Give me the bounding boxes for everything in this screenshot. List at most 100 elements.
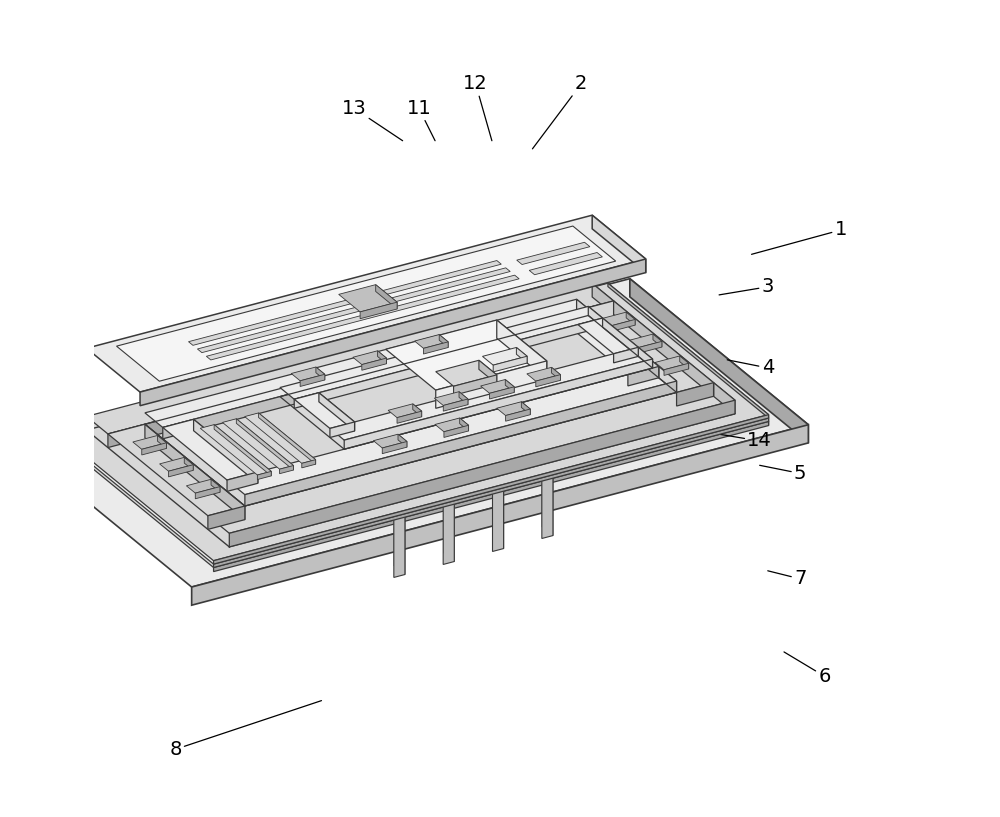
Polygon shape <box>386 320 547 391</box>
Text: 2: 2 <box>532 74 587 149</box>
Polygon shape <box>608 287 769 422</box>
Polygon shape <box>169 465 193 477</box>
Polygon shape <box>188 261 501 346</box>
Polygon shape <box>222 419 293 469</box>
Polygon shape <box>382 441 407 453</box>
Polygon shape <box>482 347 527 365</box>
Polygon shape <box>378 350 386 364</box>
Polygon shape <box>145 299 594 427</box>
Polygon shape <box>493 480 504 548</box>
Text: 13: 13 <box>342 99 403 141</box>
Polygon shape <box>443 399 468 411</box>
Polygon shape <box>614 301 714 396</box>
Polygon shape <box>294 318 603 408</box>
Polygon shape <box>344 359 653 449</box>
Polygon shape <box>316 367 325 380</box>
Polygon shape <box>117 226 616 382</box>
Polygon shape <box>435 418 469 431</box>
Text: 9: 9 <box>145 472 240 498</box>
Polygon shape <box>186 480 220 493</box>
Polygon shape <box>527 368 560 381</box>
Polygon shape <box>630 279 808 443</box>
Polygon shape <box>653 334 662 347</box>
Polygon shape <box>592 215 646 273</box>
Polygon shape <box>439 334 448 347</box>
Polygon shape <box>413 404 422 417</box>
Polygon shape <box>245 381 677 506</box>
Polygon shape <box>436 360 497 386</box>
Polygon shape <box>564 314 659 374</box>
Polygon shape <box>497 402 530 416</box>
Polygon shape <box>552 368 560 380</box>
Polygon shape <box>214 422 769 572</box>
Polygon shape <box>53 290 769 568</box>
Polygon shape <box>531 468 553 480</box>
Polygon shape <box>444 426 469 437</box>
Text: 6: 6 <box>784 652 831 685</box>
Polygon shape <box>482 480 504 493</box>
Polygon shape <box>542 476 553 538</box>
Polygon shape <box>588 306 603 327</box>
Polygon shape <box>157 435 166 449</box>
Polygon shape <box>497 320 547 379</box>
Polygon shape <box>505 380 514 392</box>
Polygon shape <box>608 283 769 418</box>
Polygon shape <box>140 259 646 406</box>
Polygon shape <box>610 319 635 332</box>
Polygon shape <box>479 360 497 384</box>
Polygon shape <box>436 361 547 408</box>
Text: 1: 1 <box>752 221 847 254</box>
Polygon shape <box>194 419 258 484</box>
Polygon shape <box>577 299 594 325</box>
Polygon shape <box>388 404 422 417</box>
Polygon shape <box>362 358 386 370</box>
Polygon shape <box>195 487 220 499</box>
Polygon shape <box>145 424 245 520</box>
Polygon shape <box>192 425 808 605</box>
Polygon shape <box>53 287 769 564</box>
Text: 7: 7 <box>768 569 806 588</box>
Polygon shape <box>506 409 530 422</box>
Text: 12: 12 <box>463 74 492 141</box>
Text: 3: 3 <box>719 277 774 297</box>
Polygon shape <box>459 391 468 404</box>
Polygon shape <box>529 252 602 275</box>
Polygon shape <box>300 374 325 386</box>
Polygon shape <box>142 443 166 455</box>
Polygon shape <box>608 290 769 426</box>
Polygon shape <box>637 342 662 354</box>
Polygon shape <box>163 419 258 480</box>
Polygon shape <box>373 434 407 448</box>
Polygon shape <box>13 279 808 587</box>
Polygon shape <box>133 435 166 449</box>
Polygon shape <box>376 284 397 309</box>
Polygon shape <box>86 215 646 392</box>
Polygon shape <box>302 460 316 468</box>
Polygon shape <box>542 468 553 536</box>
Polygon shape <box>628 334 662 348</box>
Polygon shape <box>680 356 689 369</box>
Polygon shape <box>184 458 193 471</box>
Polygon shape <box>353 350 386 364</box>
Polygon shape <box>460 418 469 431</box>
Polygon shape <box>594 314 659 377</box>
Polygon shape <box>394 507 405 574</box>
Polygon shape <box>208 382 735 534</box>
Polygon shape <box>714 382 735 414</box>
Polygon shape <box>655 356 689 370</box>
Polygon shape <box>86 283 614 434</box>
Polygon shape <box>493 489 504 551</box>
Polygon shape <box>197 268 510 353</box>
Polygon shape <box>200 425 271 475</box>
Polygon shape <box>259 413 316 464</box>
Text: 8: 8 <box>169 701 321 759</box>
Polygon shape <box>330 347 653 440</box>
Text: 10: 10 <box>139 342 232 384</box>
Polygon shape <box>339 284 397 312</box>
Polygon shape <box>330 422 355 438</box>
Polygon shape <box>434 391 468 405</box>
Text: 5: 5 <box>760 464 806 483</box>
Polygon shape <box>108 424 245 516</box>
Polygon shape <box>481 380 514 393</box>
Polygon shape <box>664 364 689 376</box>
